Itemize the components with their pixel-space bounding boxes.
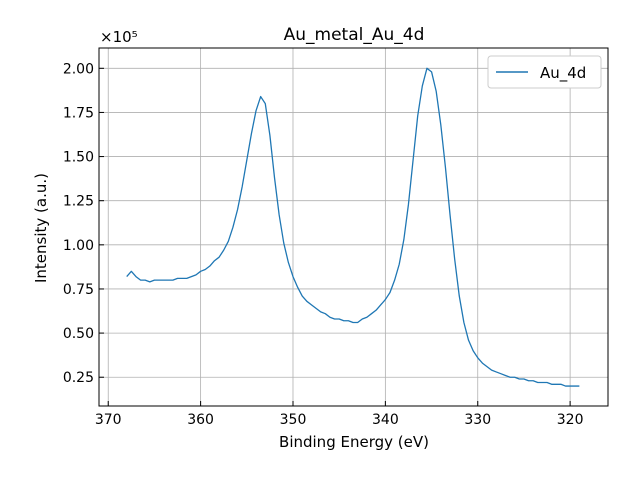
x-axis-label: Binding Energy (eV) [279, 433, 429, 451]
x-tick-label: 320 [557, 412, 584, 428]
grid-lines [99, 48, 608, 406]
y-tick-label: 0.25 [63, 370, 94, 386]
series-line-au-4d [126, 67, 580, 387]
legend: Au_4d [487, 55, 602, 89]
plot-area-frame [98, 47, 609, 407]
chart-title: Au_metal_Au_4d [284, 25, 425, 45]
y-tick-label: 1.75 [63, 105, 94, 121]
legend-box [487, 55, 602, 89]
y-tick-label: 1.50 [63, 150, 94, 166]
x-tick-label: 350 [280, 412, 307, 428]
y-axis-label: Intensity (a.u.) [32, 173, 50, 283]
legend-label: Au_4d [540, 64, 586, 83]
y-tick-label: 1.00 [63, 238, 94, 254]
x-tick-label: 340 [372, 412, 399, 428]
y-tick-label: 0.50 [63, 326, 94, 342]
y-tick-label: 0.75 [63, 282, 94, 298]
y-tick-label: 2.00 [63, 61, 94, 77]
y-axis-multiplier: ×10⁵ [100, 28, 138, 46]
y-tick-label: 1.25 [63, 194, 94, 210]
series-layer [126, 67, 580, 387]
x-tick-label: 360 [187, 412, 214, 428]
x-tick-label: 330 [464, 412, 491, 428]
x-tick-label: 370 [95, 412, 122, 428]
tick-layer: 370 360 350 340 330 320 0.25 0.50 0.75 1.00 1.25 1.… [63, 61, 584, 428]
